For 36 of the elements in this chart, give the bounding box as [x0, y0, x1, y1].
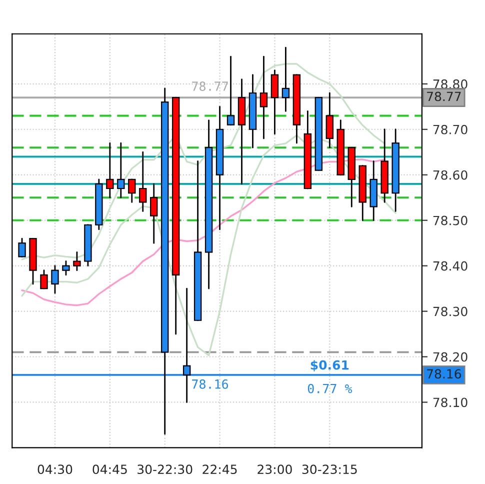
y-tick-label: 78.30	[433, 306, 468, 316]
ref-line-label: 78.16	[192, 379, 228, 389]
candlestick	[40, 270, 48, 290]
line-series	[21, 134, 396, 356]
candlestick	[51, 265, 59, 294]
y-tick-label: 78.40	[433, 261, 468, 271]
candlestick	[282, 46, 290, 112]
candlestick	[260, 56, 268, 140]
candlestick	[270, 70, 279, 135]
x-tick-label: 23:00	[258, 464, 292, 474]
x-tick-label: 22:45	[202, 464, 237, 474]
x-tick-label: 30-22:30	[138, 464, 192, 474]
y-tick-label: 78.70	[433, 124, 468, 134]
candlestick	[150, 183, 158, 244]
y-tick-label: 78.20	[433, 352, 468, 362]
y-tick-label: 78.10	[433, 398, 468, 408]
y-tick-label: 78.60	[433, 170, 468, 180]
candlestick	[18, 238, 26, 258]
text: 78.77	[192, 82, 228, 91]
candlestick	[117, 142, 125, 198]
text: 78.16	[427, 369, 462, 379]
candlestick	[128, 178, 136, 203]
ref-line-label: 78.77	[427, 92, 461, 102]
candlestick	[139, 151, 147, 212]
candlestick	[62, 260, 70, 276]
y-tick-label: 78.50	[433, 216, 468, 226]
annotation: 0.77 %	[308, 384, 352, 394]
candlestick	[106, 142, 114, 198]
line-series	[21, 158, 386, 306]
annotation: $0.61	[310, 360, 349, 372]
candlestick	[226, 56, 235, 126]
x-tick-label: 30-23:15	[302, 464, 357, 474]
x-tick-label: 04:45	[92, 464, 127, 474]
candlestick	[326, 92, 334, 148]
x-tick-label: 04:30	[38, 464, 72, 474]
candlestick	[73, 251, 81, 272]
